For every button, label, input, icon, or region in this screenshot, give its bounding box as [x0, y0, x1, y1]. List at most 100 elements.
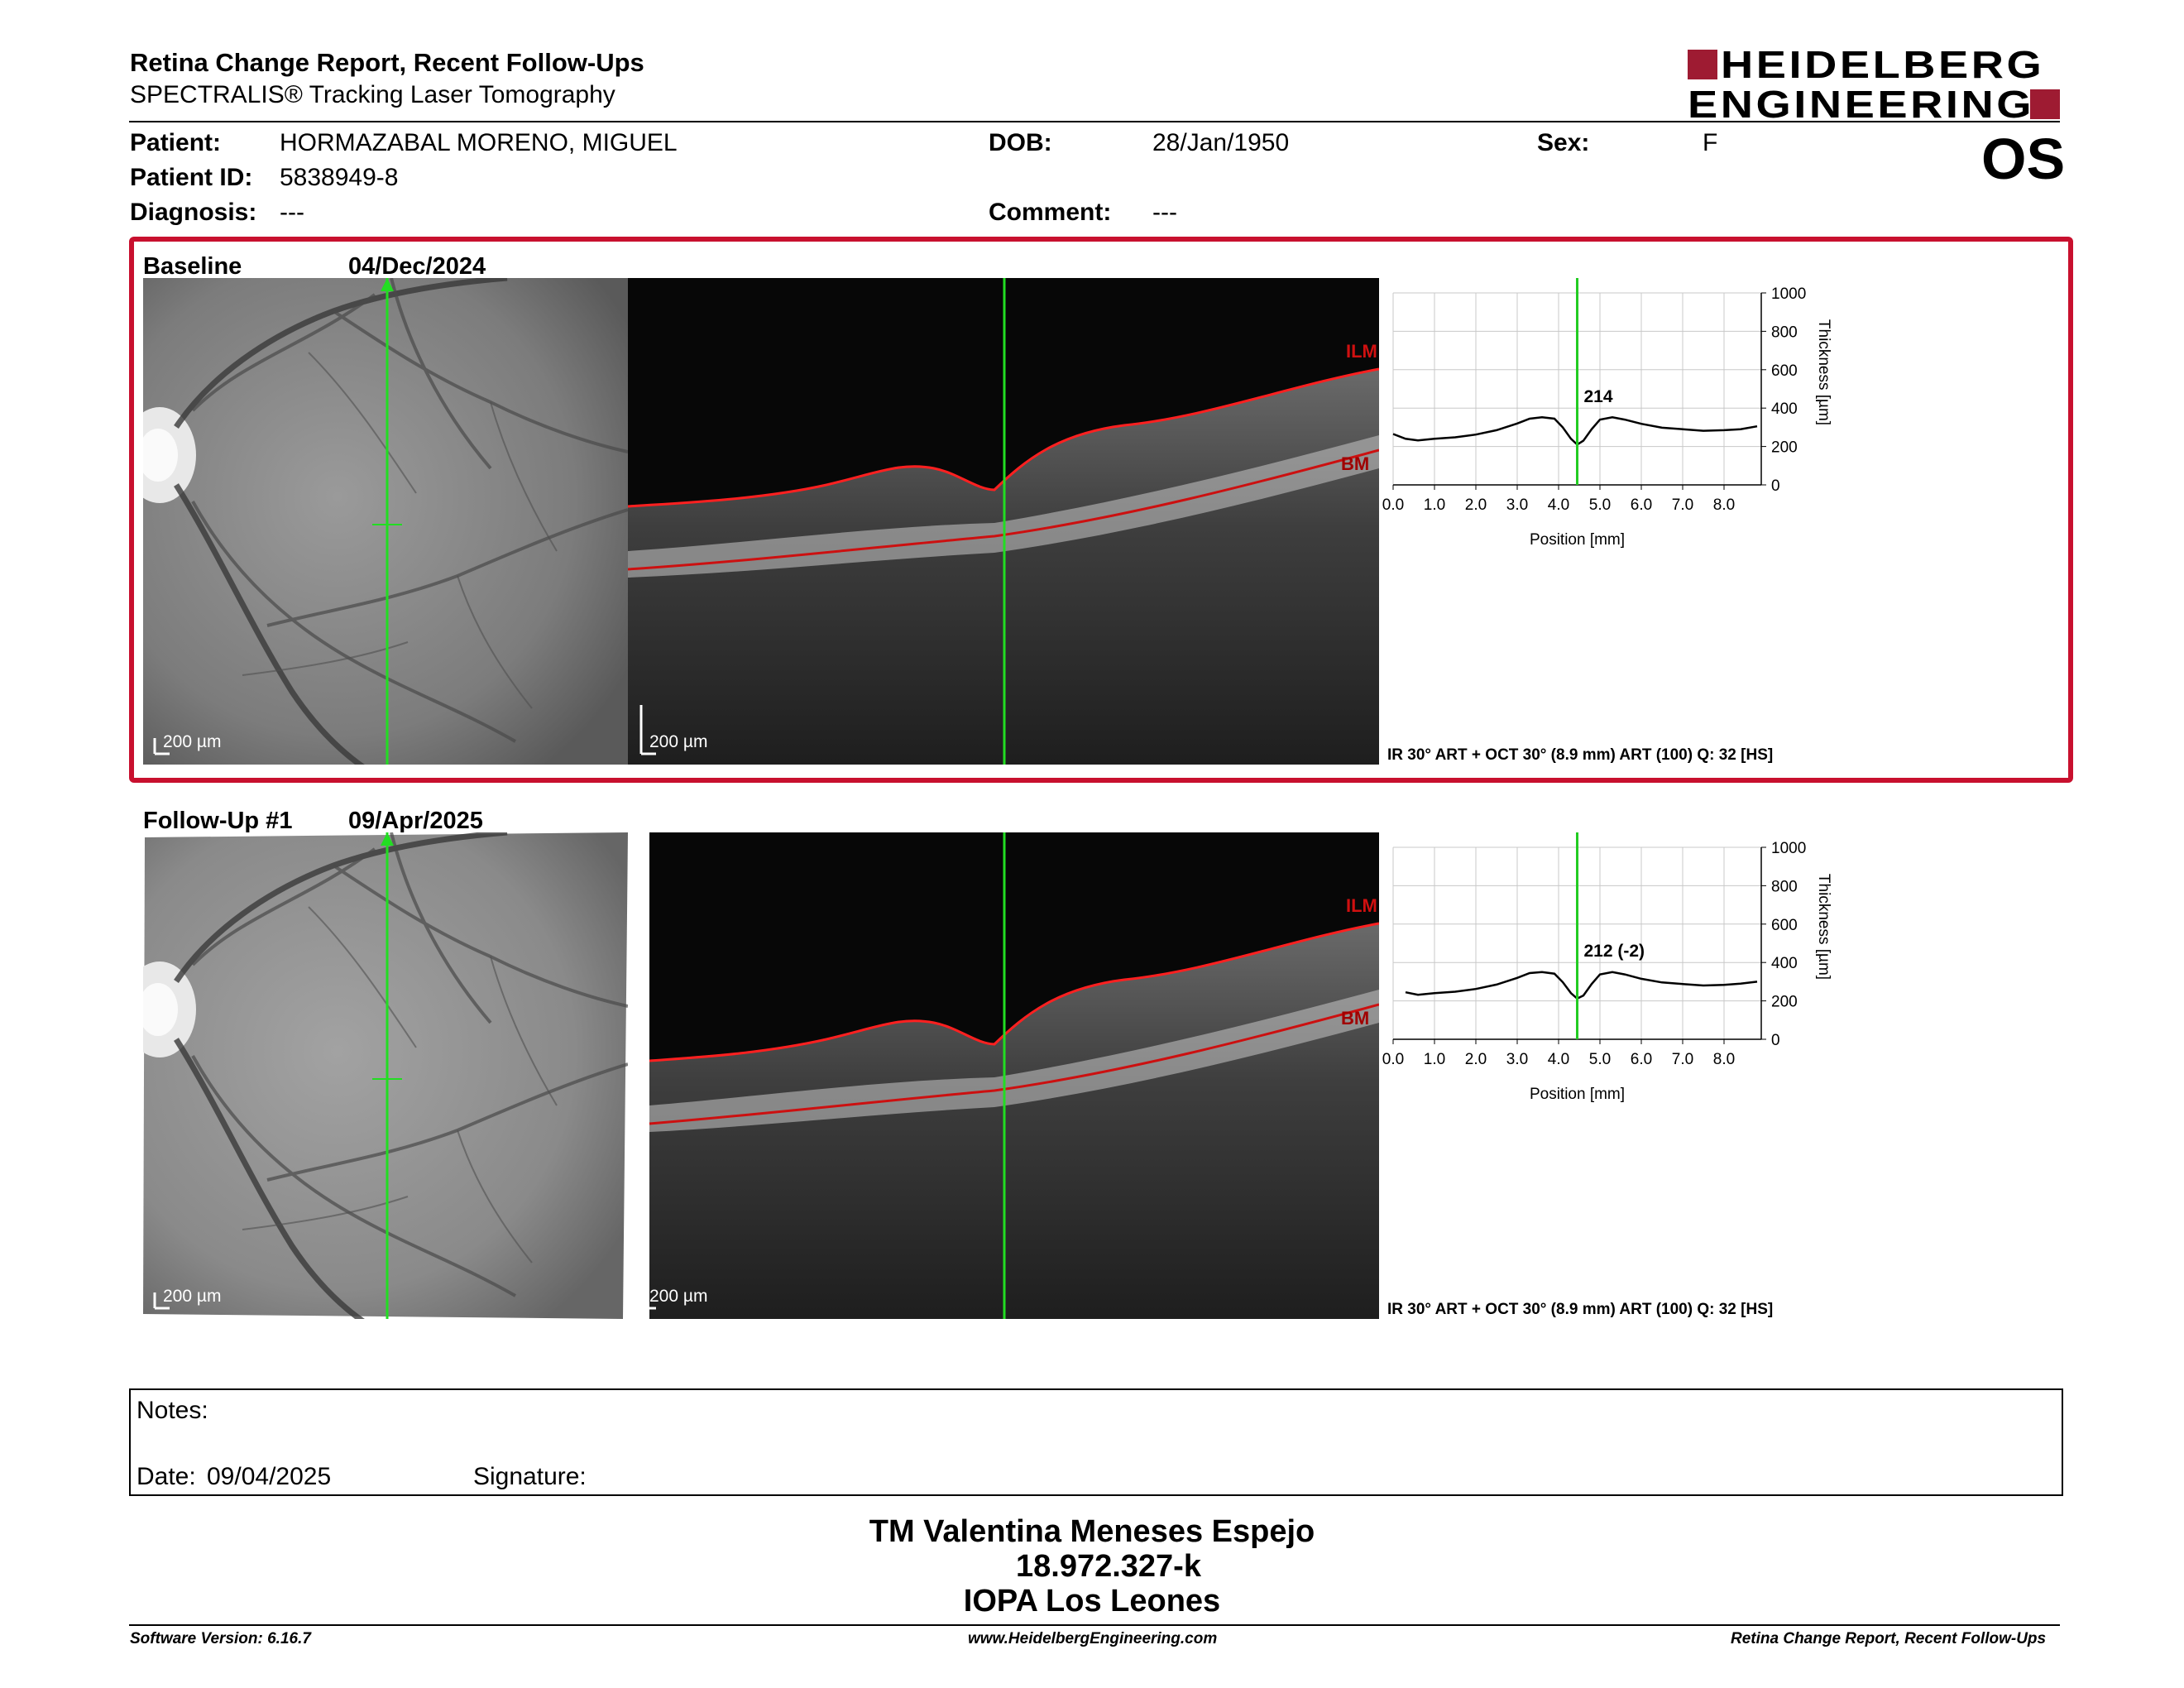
scan-info: IR 30° ART + OCT 30° (8.9 mm) ART (100) … [1387, 1301, 1774, 1318]
signature-label: Signature: [473, 1463, 587, 1490]
dob-value: 28/Jan/1950 [1152, 129, 1290, 156]
operator-place: IOPA Los Leones [963, 1584, 1221, 1618]
y-tick-label: 1000 [1771, 840, 1806, 857]
x-tick-label: 3.0 [1506, 496, 1528, 514]
fundus-image: 200 µm [143, 832, 628, 1319]
y-tick-label: 600 [1771, 917, 1798, 934]
x-tick-label: 1.0 [1424, 496, 1445, 514]
thickness-line [1405, 971, 1758, 1000]
scan-label: Follow-Up #1 [143, 808, 293, 834]
x-tick-label: 7.0 [1672, 496, 1693, 514]
patient-id-label: Patient ID: [130, 164, 253, 191]
thickness-chart: 0.0 1.0 2.0 3.0 4.0 5.0 6.0 7.0 8.0 0 200 400 600 800… [1382, 832, 1832, 1103]
y-tick-label: 400 [1771, 400, 1798, 418]
ilm-line [649, 922, 1379, 1062]
comment-value: --- [1152, 199, 1177, 226]
patient-id: 5838949-8 [280, 164, 399, 191]
scan-date: 04/Dec/2024 [348, 253, 486, 280]
x-tick-label: 0.0 [1382, 496, 1404, 514]
y-tick-label: 600 [1771, 362, 1798, 380]
scan-date: 09/Apr/2025 [348, 808, 483, 834]
patient-name-label: Patient: [130, 129, 222, 156]
website: www.HeidelbergEngineering.com [968, 1630, 1218, 1647]
patient-name: HORMAZABAL MORENO, MIGUEL [280, 129, 678, 156]
x-tick-label: 8.0 [1713, 496, 1735, 514]
thickness-chart: 0.0 1.0 2.0 3.0 4.0 5.0 6.0 7.0 8.0 0 200 400 600 800… [1382, 278, 1832, 549]
oct-scale-bar [639, 705, 656, 755]
software-version: Software Version: 6.16.7 [130, 1630, 311, 1647]
report-title: Retina Change Report, Recent Follow-Ups [130, 48, 644, 77]
oct-scale-label: 200 µm [649, 1287, 707, 1306]
fundus-image: 200 µm [143, 278, 628, 765]
y-axis-label: Thickness [µm] [1815, 319, 1832, 425]
x-tick-label: 2.0 [1465, 496, 1487, 514]
oct-scale-label: 200 µm [649, 732, 707, 751]
x-tick-label: 7.0 [1672, 1051, 1693, 1068]
bm-line [628, 448, 1379, 571]
logo-square-icon [2030, 89, 2060, 119]
y-tick-label: 0 [1771, 477, 1780, 495]
ilm-label: ILM [1346, 895, 1377, 916]
fundus-scale-label: 200 µm [163, 732, 221, 751]
y-tick-label: 200 [1771, 994, 1798, 1011]
dob-label: DOB: [989, 129, 1052, 156]
x-tick-label: 2.0 [1465, 1051, 1487, 1068]
fundus-scale-bar [153, 1292, 170, 1310]
logo-line2: ENGINEERING [1688, 83, 2034, 126]
sex-value: F [1703, 129, 1718, 156]
notes-date: 09/04/2025 [207, 1463, 332, 1490]
thickness-line [1392, 416, 1758, 446]
bm-label: BM [1341, 453, 1369, 474]
fundus-scale-label: 200 µm [163, 1287, 221, 1306]
scan-direction-arrow-icon [381, 278, 394, 291]
fundus-scale-bar [153, 738, 170, 755]
x-tick-label: 4.0 [1548, 496, 1569, 514]
logo-line1: HEIDELBERG [1721, 43, 2045, 86]
oct-bscan: ILM BM 200 µm [628, 278, 1379, 765]
x-axis-label: Position [mm] [1530, 1086, 1625, 1103]
comment-label: Comment: [989, 199, 1112, 226]
footer-divider [129, 1624, 2060, 1626]
bm-label: BM [1341, 1008, 1369, 1029]
x-tick-label: 6.0 [1631, 496, 1652, 514]
y-tick-label: 800 [1771, 324, 1798, 341]
bm-line [649, 1003, 1379, 1125]
scan-info: IR 30° ART + OCT 30° (8.9 mm) ART (100) … [1387, 746, 1774, 764]
y-tick-label: 800 [1771, 878, 1798, 895]
thickness-readout: 214 [1584, 387, 1613, 406]
x-tick-label: 8.0 [1713, 1051, 1735, 1068]
x-tick-label: 1.0 [1424, 1051, 1445, 1068]
x-tick-label: 6.0 [1631, 1051, 1652, 1068]
header-divider [129, 121, 2060, 122]
operator-name: TM Valentina Meneses Espejo [869, 1514, 1315, 1549]
logo-square-icon [1688, 50, 1717, 79]
diagnosis-value: --- [280, 199, 304, 226]
eye-indicator: OS [1981, 127, 2066, 191]
scan-direction-arrow-icon [381, 832, 394, 846]
y-tick-label: 200 [1771, 439, 1798, 457]
x-tick-label: 0.0 [1382, 1051, 1404, 1068]
x-tick-label: 3.0 [1506, 1051, 1528, 1068]
x-axis-label: Position [mm] [1530, 531, 1625, 549]
notes-label: Notes: [136, 1397, 208, 1424]
thickness-readout: 212 (-2) [1584, 942, 1645, 961]
ilm-label: ILM [1346, 341, 1377, 362]
notes-date-label: Date: [136, 1463, 196, 1490]
oct-bscan: ILM BM 200 µm [628, 832, 1379, 1319]
sex-label: Sex: [1537, 129, 1590, 156]
y-axis-label: Thickness [µm] [1815, 874, 1832, 980]
ilm-line [628, 367, 1379, 508]
oct-scale-bar [639, 1259, 656, 1310]
footer-report-name: Retina Change Report, Recent Follow-Ups [1731, 1630, 2047, 1647]
scan-label: Baseline [143, 253, 242, 280]
heidelberg-logo: HEIDELBERG ENGINEERING [1688, 43, 2068, 126]
diagnosis-label: Diagnosis: [130, 199, 257, 226]
x-tick-label: 5.0 [1589, 1051, 1611, 1068]
y-tick-label: 1000 [1771, 285, 1806, 303]
y-tick-label: 0 [1771, 1032, 1780, 1049]
operator-id: 18.972.327-k [1016, 1549, 1201, 1584]
x-tick-label: 5.0 [1589, 496, 1611, 514]
x-tick-label: 4.0 [1548, 1051, 1569, 1068]
notes-box: Notes: Date: 09/04/2025 Signature: [129, 1388, 2063, 1496]
report-subtitle: SPECTRALIS® Tracking Laser Tomography [130, 81, 615, 108]
